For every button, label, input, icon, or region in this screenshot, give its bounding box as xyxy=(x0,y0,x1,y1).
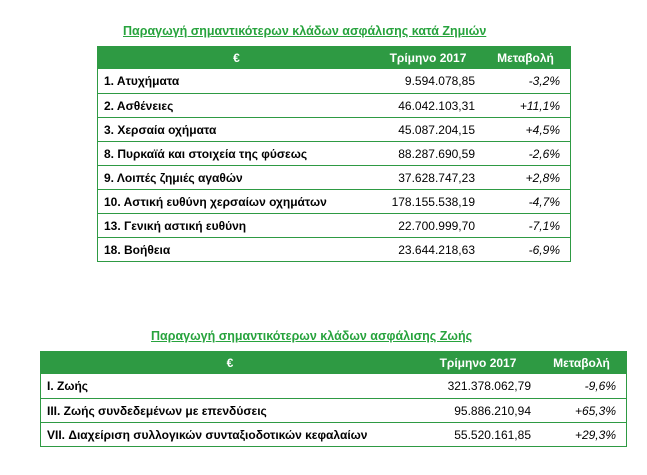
row-label: 18. Βοήθεια xyxy=(104,242,171,257)
life-production-table: € Τρίμηνο 2017 Μεταβολή I. Ζωής 321.378.062,… xyxy=(40,351,627,447)
table-row: 9. Λοιπές ζημιές αγαθών 37.628.747,23 +2,8… xyxy=(98,165,570,189)
table2-title: Παραγωγή σημαντικότερων κλάδων ασφάλισης… xyxy=(151,329,473,343)
row-change: -7,1% xyxy=(528,218,560,233)
table-row: 3. Χερσαία οχήματα 45.087.204,15 +4,5% xyxy=(98,117,570,141)
column-header: € xyxy=(226,356,234,370)
row-label: 10. Αστική ευθύνη χερσαίων οχημάτων xyxy=(104,194,327,209)
row-change: -3,2% xyxy=(528,74,560,88)
table-row: I. Ζωής 321.378.062,79 -9,6% xyxy=(41,374,626,398)
row-value: 55.520.161,85 xyxy=(454,427,531,442)
row-label: 13. Γενική αστική ευθύνη xyxy=(104,218,247,233)
table-header: € Τρίμηνο 2017 Μεταβολή xyxy=(41,352,626,374)
table-row: 10. Αστική ευθύνη χερσαίων οχημάτων 178.1… xyxy=(98,189,570,213)
column-header: € xyxy=(233,51,240,65)
non-life-production-table: € Τρίμηνο 2017 Μεταβολή 1. Ατυχήματα 9.594.0… xyxy=(97,46,571,262)
table1-title: Παραγωγή σημαντικότερων κλάδων ασφάλισης… xyxy=(123,24,487,38)
column-header: Τρίμηνο 2017 xyxy=(389,51,467,65)
row-value: 95.886.210,94 xyxy=(454,403,531,418)
row-label: 1. Ατυχήματα xyxy=(104,74,180,88)
row-value: 45.087.204,15 xyxy=(398,122,475,137)
row-value: 22.700.999,70 xyxy=(398,218,475,233)
row-value: 9.594.078,85 xyxy=(404,74,475,88)
row-label: 9. Λοιπές ζημιές αγαθών xyxy=(104,170,243,185)
row-value: 23.644.218,63 xyxy=(398,242,475,257)
row-value: 37.628.747,23 xyxy=(398,170,475,185)
row-label: 2. Ασθένειες xyxy=(104,98,174,113)
row-change: +65,3% xyxy=(574,403,616,418)
column-header: Μεταβολή xyxy=(497,51,554,65)
row-change: -9,6% xyxy=(584,379,616,393)
table-row: III. Ζωής συνδεδεμένων με επενδύσεις 95.8… xyxy=(41,398,626,422)
row-change: +11,1% xyxy=(519,98,560,113)
row-label: 8. Πυρκαϊά και στοιχεία της φύσεως xyxy=(104,146,308,161)
row-change: -6,9% xyxy=(528,242,560,257)
table-row: 8. Πυρκαϊά και στοιχεία της φύσεως 88.287… xyxy=(98,141,570,165)
row-label: 3. Χερσαία οχήματα xyxy=(104,122,217,137)
row-change: -2,6% xyxy=(528,146,560,161)
table-row: 1. Ατυχήματα 9.594.078,85 -3,2% xyxy=(98,69,570,93)
row-value: 321.378.062,79 xyxy=(447,379,531,393)
table-row: 18. Βοήθεια 23.644.218,63 -6,9% xyxy=(98,237,570,261)
table-row: 2. Ασθένειες 46.042.103,31 +11,1% xyxy=(98,93,570,117)
column-header: Μεταβολή xyxy=(553,356,610,370)
table-row: 13. Γενική αστική ευθύνη 22.700.999,70 -7,… xyxy=(98,213,570,237)
row-label: III. Ζωής συνδεδεμένων με επενδύσεις xyxy=(47,403,267,418)
row-value: 88.287.690,59 xyxy=(398,146,475,161)
row-value: 46.042.103,31 xyxy=(398,98,475,113)
row-change: +2,8% xyxy=(525,170,560,185)
column-header: Τρίμηνο 2017 xyxy=(439,356,517,370)
row-change: +4,5% xyxy=(525,122,560,137)
table-header: € Τρίμηνο 2017 Μεταβολή xyxy=(98,47,570,69)
row-value: 178.155.538,19 xyxy=(391,194,475,209)
row-label: VII. Διαχείριση συλλογικών συνταξιοδοτικ… xyxy=(47,427,368,442)
table-row: VII. Διαχείριση συλλογικών συνταξιοδοτικ… xyxy=(41,422,626,446)
row-change: +29,3% xyxy=(574,427,616,442)
row-change: -4,7% xyxy=(528,194,560,209)
row-label: I. Ζωής xyxy=(47,379,89,393)
